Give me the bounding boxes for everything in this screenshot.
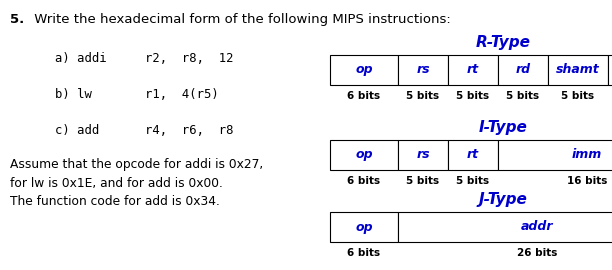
Text: Assume that the opcode for addi is 0x27,
for lw is 0x1E, and for add is 0x00.
Th: Assume that the opcode for addi is 0x27,… (10, 158, 263, 208)
Text: 5.: 5. (10, 13, 24, 26)
Text: op: op (355, 221, 373, 234)
Text: c) add: c) add (55, 124, 99, 137)
Text: r1,  4(r5): r1, 4(r5) (145, 88, 218, 101)
Text: b) lw: b) lw (55, 88, 92, 101)
Text: I-Type: I-Type (479, 120, 528, 135)
Text: a) addi: a) addi (55, 52, 106, 65)
Text: 5 bits: 5 bits (507, 91, 540, 101)
Text: Write the hexadecimal form of the following MIPS instructions:: Write the hexadecimal form of the follow… (30, 13, 451, 26)
Text: 5 bits: 5 bits (457, 91, 490, 101)
Text: 5 bits: 5 bits (406, 91, 439, 101)
Text: addr: addr (521, 221, 553, 234)
Text: rt: rt (467, 63, 479, 76)
Bar (398, 55, 448, 85)
Text: op: op (355, 148, 373, 161)
Bar (330, 212, 398, 242)
Text: 6 bits: 6 bits (348, 248, 381, 258)
Text: op: op (355, 63, 373, 76)
Bar (330, 140, 398, 170)
Bar (398, 140, 448, 170)
Text: rs: rs (416, 63, 430, 76)
Text: 26 bits: 26 bits (517, 248, 557, 258)
Bar (448, 140, 498, 170)
Text: R-Type: R-Type (476, 35, 531, 50)
Bar (448, 55, 498, 85)
Text: rs: rs (416, 148, 430, 161)
Bar (548, 55, 608, 85)
Text: imm: imm (572, 148, 602, 161)
Bar (608, 55, 612, 85)
Text: 6 bits: 6 bits (348, 176, 381, 186)
Text: 5 bits: 5 bits (457, 176, 490, 186)
Text: r2,  r8,  12: r2, r8, 12 (145, 52, 234, 65)
Text: rt: rt (467, 148, 479, 161)
Bar (498, 140, 612, 170)
Text: 5 bits: 5 bits (561, 91, 595, 101)
Text: r4,  r6,  r8: r4, r6, r8 (145, 124, 234, 137)
Bar (330, 55, 398, 85)
Text: shamt: shamt (556, 63, 600, 76)
Text: 5 bits: 5 bits (406, 176, 439, 186)
Text: 16 bits: 16 bits (567, 176, 607, 186)
Text: J-Type: J-Type (479, 192, 528, 207)
Text: 6 bits: 6 bits (348, 91, 381, 101)
Text: rd: rd (515, 63, 531, 76)
Bar (498, 55, 548, 85)
Bar (398, 212, 612, 242)
